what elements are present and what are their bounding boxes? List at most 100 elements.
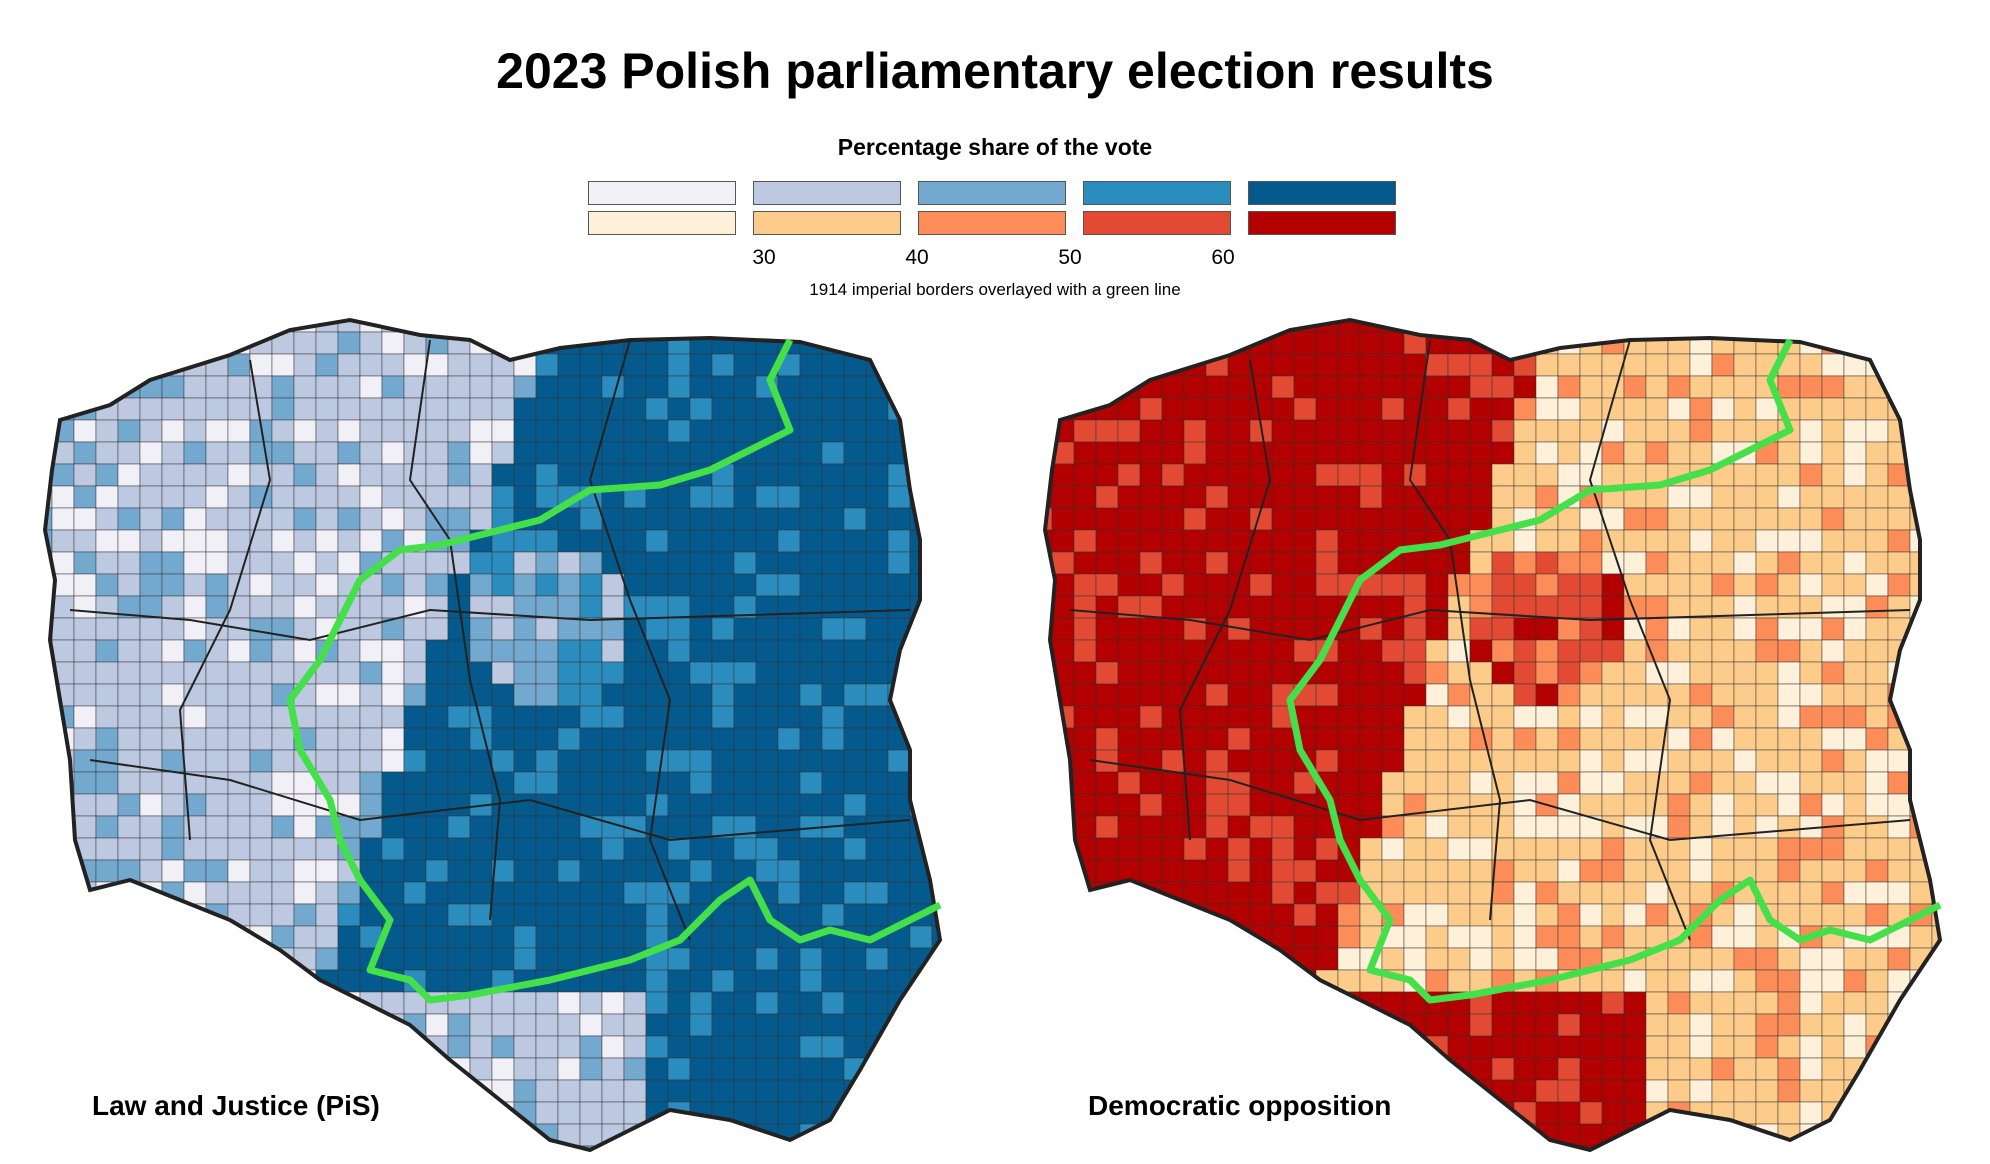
municipality-cell [45,595,53,619]
municipality-cell [1887,1057,1911,1081]
municipality-cell [1733,991,1757,1015]
municipality-cell [821,529,845,553]
municipality-cell [1403,1123,1427,1147]
municipality-cell [51,1123,75,1147]
municipality-cell [447,1035,471,1059]
municipality-cell [755,463,779,487]
municipality-cell [359,463,383,487]
municipality-cell [95,793,119,817]
municipality-cell [161,683,185,707]
municipality-cell [1139,837,1163,861]
municipality-cell [1557,1013,1581,1037]
municipality-cell [271,485,295,509]
municipality-cell [1645,881,1669,905]
municipality-cell [513,485,537,509]
municipality-cell [1711,991,1735,1015]
municipality-cell [1623,705,1647,729]
municipality-cell [557,617,581,641]
municipality-cell [139,419,163,443]
municipality-cell [1491,617,1515,641]
municipality-cell [843,441,867,465]
municipality-cell [865,320,889,333]
municipality-cell [1045,419,1053,443]
municipality-cell [1909,419,1933,443]
municipality-cell [1954,640,1976,662]
municipality-cell [117,705,141,729]
municipality-cell [1117,463,1141,487]
municipality-cell [1579,419,1603,443]
municipality-cell [1425,771,1449,795]
municipality-cell [1755,573,1779,597]
municipality-cell [1513,573,1537,597]
municipality-cell [1843,661,1867,685]
municipality-cell [799,617,823,641]
municipality-cell [1117,881,1141,905]
municipality-cell [1954,706,1976,728]
municipality-cell [1227,837,1251,861]
municipality-cell [777,969,801,993]
municipality-cell [403,1123,427,1147]
municipality-cell [337,749,361,773]
municipality-cell [1293,991,1317,1015]
municipality-cell [1535,1145,1559,1150]
municipality-cell [45,859,53,883]
municipality-cell [117,551,141,575]
municipality-cell [1315,595,1339,619]
municipality-cell [1139,705,1163,729]
municipality-cell [117,353,141,377]
municipality-cell [1954,992,1976,1014]
municipality-cell [733,793,757,817]
municipality-cell [381,419,405,443]
municipality-cell [315,419,339,443]
municipality-cell [95,320,119,333]
municipality-cell [909,1013,933,1037]
municipality-cell [1821,969,1845,993]
municipality-cell [1645,617,1669,641]
municipality-cell [1205,705,1229,729]
municipality-cell [843,991,867,1015]
municipality-cell [1271,771,1295,795]
municipality-cell [1909,727,1933,751]
municipality-cell [1954,398,1976,420]
municipality-cell [579,859,603,883]
municipality-cell [865,1079,889,1103]
municipality-cell [73,903,97,927]
municipality-cell [1183,859,1207,883]
municipality-cell [1799,320,1823,333]
municipality-cell [227,375,251,399]
municipality-cell [1381,881,1405,905]
municipality-cell [1755,969,1779,993]
municipality-cell [1777,320,1801,333]
municipality-cell [1073,353,1097,377]
municipality-cell [1161,441,1185,465]
municipality-cell [733,947,757,971]
municipality-cell [1557,573,1581,597]
municipality-cell [755,815,779,839]
municipality-cell [931,639,940,663]
municipality-cell [117,881,141,905]
municipality-cell [1821,705,1845,729]
municipality-cell [1249,320,1273,333]
municipality-cell [931,859,940,883]
municipality-cell [1337,705,1361,729]
municipality-cell [403,903,427,927]
municipality-cell [45,771,53,795]
municipality-cell [1117,793,1141,817]
municipality-cell [1601,661,1625,685]
municipality-cell [95,991,119,1015]
municipality-cell [1557,815,1581,839]
municipality-cell [1491,1101,1515,1125]
municipality-cell [161,661,185,685]
municipality-cell [1073,375,1097,399]
municipality-cell [1557,320,1581,333]
municipality-cell [205,397,229,421]
municipality-cell [1513,925,1537,949]
municipality-cell [1557,1035,1581,1059]
municipality-cell [95,903,119,927]
municipality-cell [513,771,537,795]
municipality-cell [1161,529,1185,553]
municipality-cell [755,1101,779,1125]
municipality-cell [271,551,295,575]
municipality-cell [535,485,559,509]
municipality-cell [1667,947,1691,971]
